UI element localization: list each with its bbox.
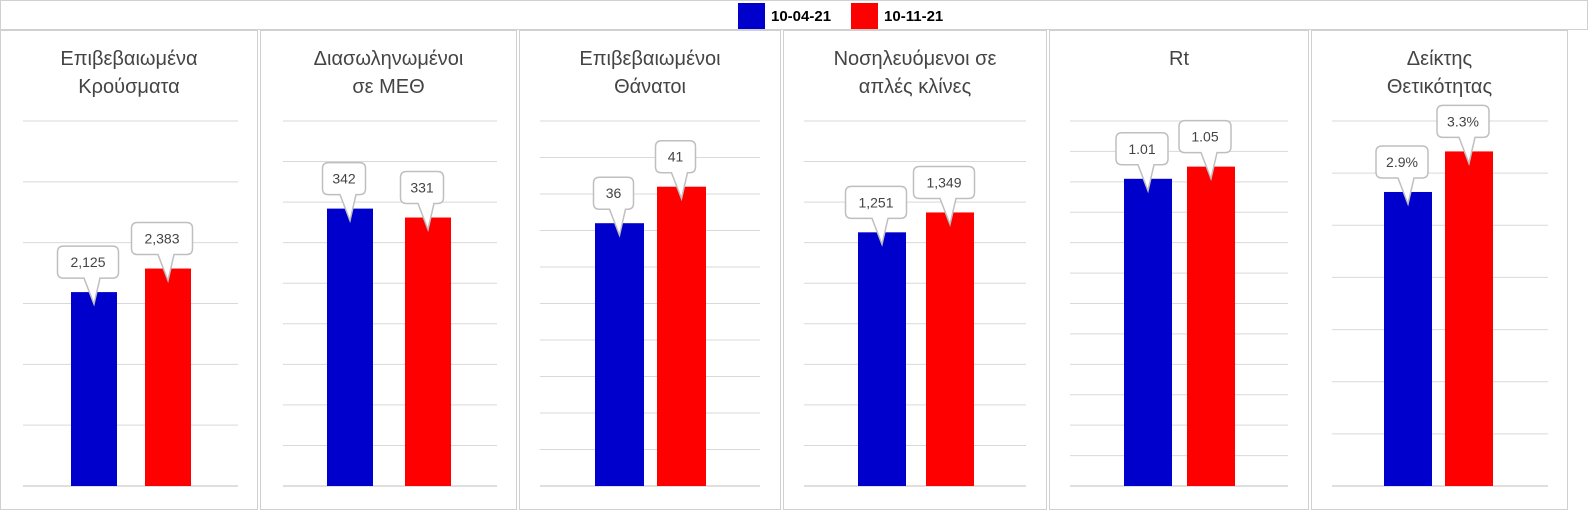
data-label-callout-1: 2.9% [1375, 145, 1429, 207]
data-label-text: 2.9% [1386, 154, 1418, 170]
bar-series-1 [858, 232, 906, 486]
chart-title: Επιβεβαιωμένοι Θάνατοι [579, 48, 721, 98]
legend-swatch-series-2 [851, 3, 879, 29]
chart-plot: 2,125 2,383 [23, 120, 238, 487]
chart-title: Rt [1169, 48, 1189, 70]
bar-series-2 [926, 212, 974, 487]
data-label-text: 36 [606, 185, 622, 201]
chart-plot: 342 331 [283, 120, 497, 487]
chart-title: Επιβεβαιωμένα Κρούσματα [60, 48, 198, 98]
bar-series-2 [1445, 151, 1493, 486]
data-label-callout-1: 1.01 [1115, 132, 1169, 194]
chart-panel-6: Δείκτης Θετικότητας 2.9% 3.3% [1311, 30, 1568, 510]
chart-panel-3: Επιβεβαιωμένοι Θάνατοι 36 41 [519, 30, 781, 510]
legend-item-series-1: 10-04-21 [738, 3, 831, 29]
data-label-text: 331 [410, 180, 434, 196]
chart-plot: 1,251 1,349 [804, 120, 1026, 487]
data-label-text: 2,383 [144, 231, 179, 247]
chart-panel-1: Επιβεβαιωμένα Κρούσματα 2,125 2,383 [0, 30, 258, 510]
data-label-text: 41 [668, 149, 684, 165]
data-label-callout-2: 3.3% [1436, 104, 1490, 166]
data-label-callout-1: 1,251 [844, 185, 908, 247]
bar-series-2 [145, 268, 191, 486]
bar-series-1 [1124, 178, 1172, 486]
charts-container: Επιβεβαιωμένα Κρούσματα 2,125 2,383 Διασωλη… [0, 30, 1588, 512]
data-label-text: 1.01 [1128, 141, 1155, 157]
bar-series-2 [1187, 166, 1235, 486]
data-label-callout-2: 1,349 [912, 165, 976, 228]
data-label-callout-2: 331 [399, 170, 445, 233]
bar-series-1 [595, 223, 644, 486]
chart-plot: 36 41 [540, 120, 760, 487]
data-label-text: 1,251 [858, 194, 893, 210]
legend-label-series-1: 10-04-21 [771, 7, 832, 25]
data-label-callout-1: 342 [321, 161, 367, 224]
data-label-text: 2,125 [70, 254, 105, 270]
chart-panel-4: Νοσηλευόμενοι σε απλές κλίνες 1,251 1,349 [783, 30, 1047, 510]
data-label-callout-1: 36 [592, 176, 635, 238]
chart-plot: 1.01 1.05 [1070, 119, 1288, 487]
data-label-text: 3.3% [1447, 113, 1479, 129]
chart-title: Διασωληνωμένοι σε ΜΕΘ [313, 48, 464, 98]
chart-panel-5: Rt 1.01 1.05 [1049, 30, 1309, 510]
data-label-callout-1: 2,125 [56, 245, 120, 307]
data-label-callout-2: 2,383 [130, 221, 194, 284]
legend-swatch-series-1 [738, 3, 765, 29]
bar-series-1 [1384, 191, 1432, 486]
chart-title: Δείκτης Θετικότητας [1386, 48, 1493, 98]
data-label-text: 1,349 [926, 174, 961, 190]
data-label-text: 342 [332, 171, 356, 187]
data-label-text: 1.05 [1191, 129, 1218, 145]
data-label-callout-2: 1.05 [1178, 119, 1232, 182]
legend: 10-04-21 10-11-21 [738, 2, 943, 30]
bar-series-2 [405, 217, 451, 486]
legend-item-series-2: 10-11-21 [851, 3, 943, 29]
data-label-callout-2: 41 [654, 139, 697, 202]
chart-title: Νοσηλευόμενοι σε απλές κλίνες [833, 48, 997, 98]
bar-series-2 [657, 186, 706, 486]
chart-plot: 2.9% 3.3% [1332, 104, 1548, 487]
chart-panel-2: Διασωληνωμένοι σε ΜΕΘ 342 331 [260, 30, 517, 510]
bar-series-1 [327, 208, 373, 486]
bar-series-1 [71, 292, 117, 486]
legend-label-series-2: 10-11-21 [884, 7, 944, 25]
